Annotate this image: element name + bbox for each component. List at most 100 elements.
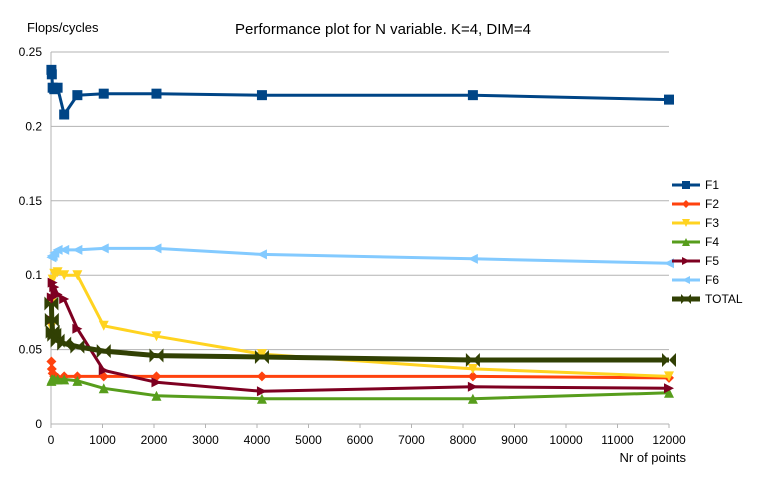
data-point-f3 — [467, 363, 478, 374]
data-point-f5 — [59, 294, 70, 305]
data-point-f1 — [72, 90, 83, 101]
legend-label-f3: F3 — [705, 216, 719, 230]
data-point-f6 — [256, 249, 267, 260]
data-point-f3 — [151, 331, 162, 342]
data-point-f6 — [98, 243, 109, 254]
data-point-f3 — [72, 270, 83, 281]
tick-labels: 0 0.05 0.1 0.15 0.2 0.25 0 1000 2000 3000 4000 5000… — [19, 45, 686, 447]
data-point-f4 — [52, 374, 63, 385]
x-tick-label: 10000 — [549, 433, 583, 447]
y-tick-label: 0.05 — [19, 343, 43, 357]
data-point-f1 — [52, 82, 63, 93]
legend-item-f1: F1 — [672, 178, 719, 192]
data-point-f1 — [151, 88, 162, 99]
data-point-f4 — [256, 393, 267, 404]
legend-marker-f3 — [682, 219, 690, 227]
data-point-f1 — [98, 88, 109, 99]
data-point-f5 — [256, 386, 267, 397]
x-tick-label: 11000 — [601, 433, 634, 447]
x-tick-label: 2000 — [141, 433, 168, 447]
data-point-total — [254, 350, 269, 365]
y-tick-label: 0 — [35, 417, 42, 431]
data-point-f4 — [151, 390, 162, 401]
x-axis-label: Nr of points — [620, 450, 687, 465]
data-point-f5 — [72, 323, 83, 334]
data-point-f5 — [98, 365, 109, 376]
data-point-f1 — [59, 109, 70, 120]
x-tick-label: 8000 — [450, 433, 477, 447]
x-tick-label: 5000 — [295, 433, 322, 447]
data-point-f4 — [467, 393, 478, 404]
y-tick-label: 0.15 — [19, 194, 43, 208]
series-f6 — [46, 243, 674, 269]
x-tick-label: 12000 — [652, 433, 686, 447]
legend-marker-f5 — [682, 257, 690, 265]
data-point-f4 — [59, 374, 70, 385]
data-point-f2 — [467, 371, 478, 382]
data-point-f5 — [664, 383, 674, 394]
data-point-f2 — [46, 356, 57, 367]
data-point-f5 — [52, 289, 63, 300]
data-point-total — [44, 296, 59, 311]
data-point-f1 — [467, 90, 478, 101]
series-total — [44, 296, 676, 368]
data-point-f6 — [151, 243, 162, 254]
y-tick-label: 0.1 — [25, 268, 42, 282]
legend-marker-f1 — [682, 181, 690, 189]
data-point-f5 — [46, 292, 57, 303]
data-point-f1 — [664, 94, 674, 105]
data-point-total — [70, 339, 85, 354]
chart-title: Performance plot for N variable. K=4, DI… — [235, 21, 531, 38]
legend-item-f2: F2 — [672, 197, 719, 211]
y-tick-label: 0.25 — [19, 45, 43, 59]
legend-label-f4: F4 — [705, 235, 719, 249]
data-point-f3 — [47, 274, 58, 285]
data-point-f3 — [256, 349, 267, 360]
legend-label-f2: F2 — [705, 197, 719, 211]
data-point-f6 — [664, 258, 674, 269]
data-point-f6 — [467, 253, 478, 264]
data-point-total — [662, 353, 676, 368]
data-point-f6 — [52, 244, 63, 255]
data-point-f1 — [256, 90, 267, 101]
data-point-f4 — [98, 383, 109, 394]
legend-marker-f2 — [682, 200, 690, 208]
legend: F1 F2 F3 F4 F5 F6 TOTAL — [672, 178, 743, 306]
legend-item-total: TOTAL — [672, 292, 743, 306]
legend-item-f4: F4 — [672, 235, 719, 249]
data-point-f2 — [256, 371, 267, 382]
legend-item-f6: F6 — [672, 273, 719, 287]
legend-label-f6: F6 — [705, 273, 719, 287]
x-tick-label: 9000 — [501, 433, 528, 447]
data-point-f3 — [59, 270, 70, 281]
x-tick-label: 3000 — [192, 433, 219, 447]
data-point-total — [465, 353, 480, 368]
series-f4 — [46, 374, 674, 404]
x-tick-label: 7000 — [398, 433, 425, 447]
data-point-f3 — [98, 320, 109, 331]
data-point-f5 — [151, 377, 162, 388]
data-point-total — [149, 348, 164, 363]
data-point-f5 — [49, 282, 60, 293]
x-tick-label: 4000 — [244, 433, 271, 447]
data-point-f3 — [52, 267, 63, 278]
data-point-f6 — [72, 244, 83, 255]
x-tick-label: 1000 — [89, 433, 116, 447]
y-tick-label: 0.2 — [25, 119, 42, 133]
data-point-f5 — [467, 381, 478, 392]
legend-item-f5: F5 — [672, 254, 719, 268]
data-point-total — [44, 312, 59, 327]
data-point-total — [96, 344, 111, 359]
data-point-f4 — [72, 375, 83, 386]
x-tick-label: 6000 — [347, 433, 374, 447]
data-point-f6 — [59, 244, 70, 255]
legend-marker-total — [681, 294, 691, 304]
legend-marker-f6 — [682, 276, 690, 284]
legend-item-f3: F3 — [672, 216, 719, 230]
legend-marker-f4 — [682, 238, 690, 246]
legend-label-f5: F5 — [705, 254, 719, 268]
data-point-total — [57, 336, 72, 351]
y-axis-label: Flops/cycles — [27, 20, 99, 35]
